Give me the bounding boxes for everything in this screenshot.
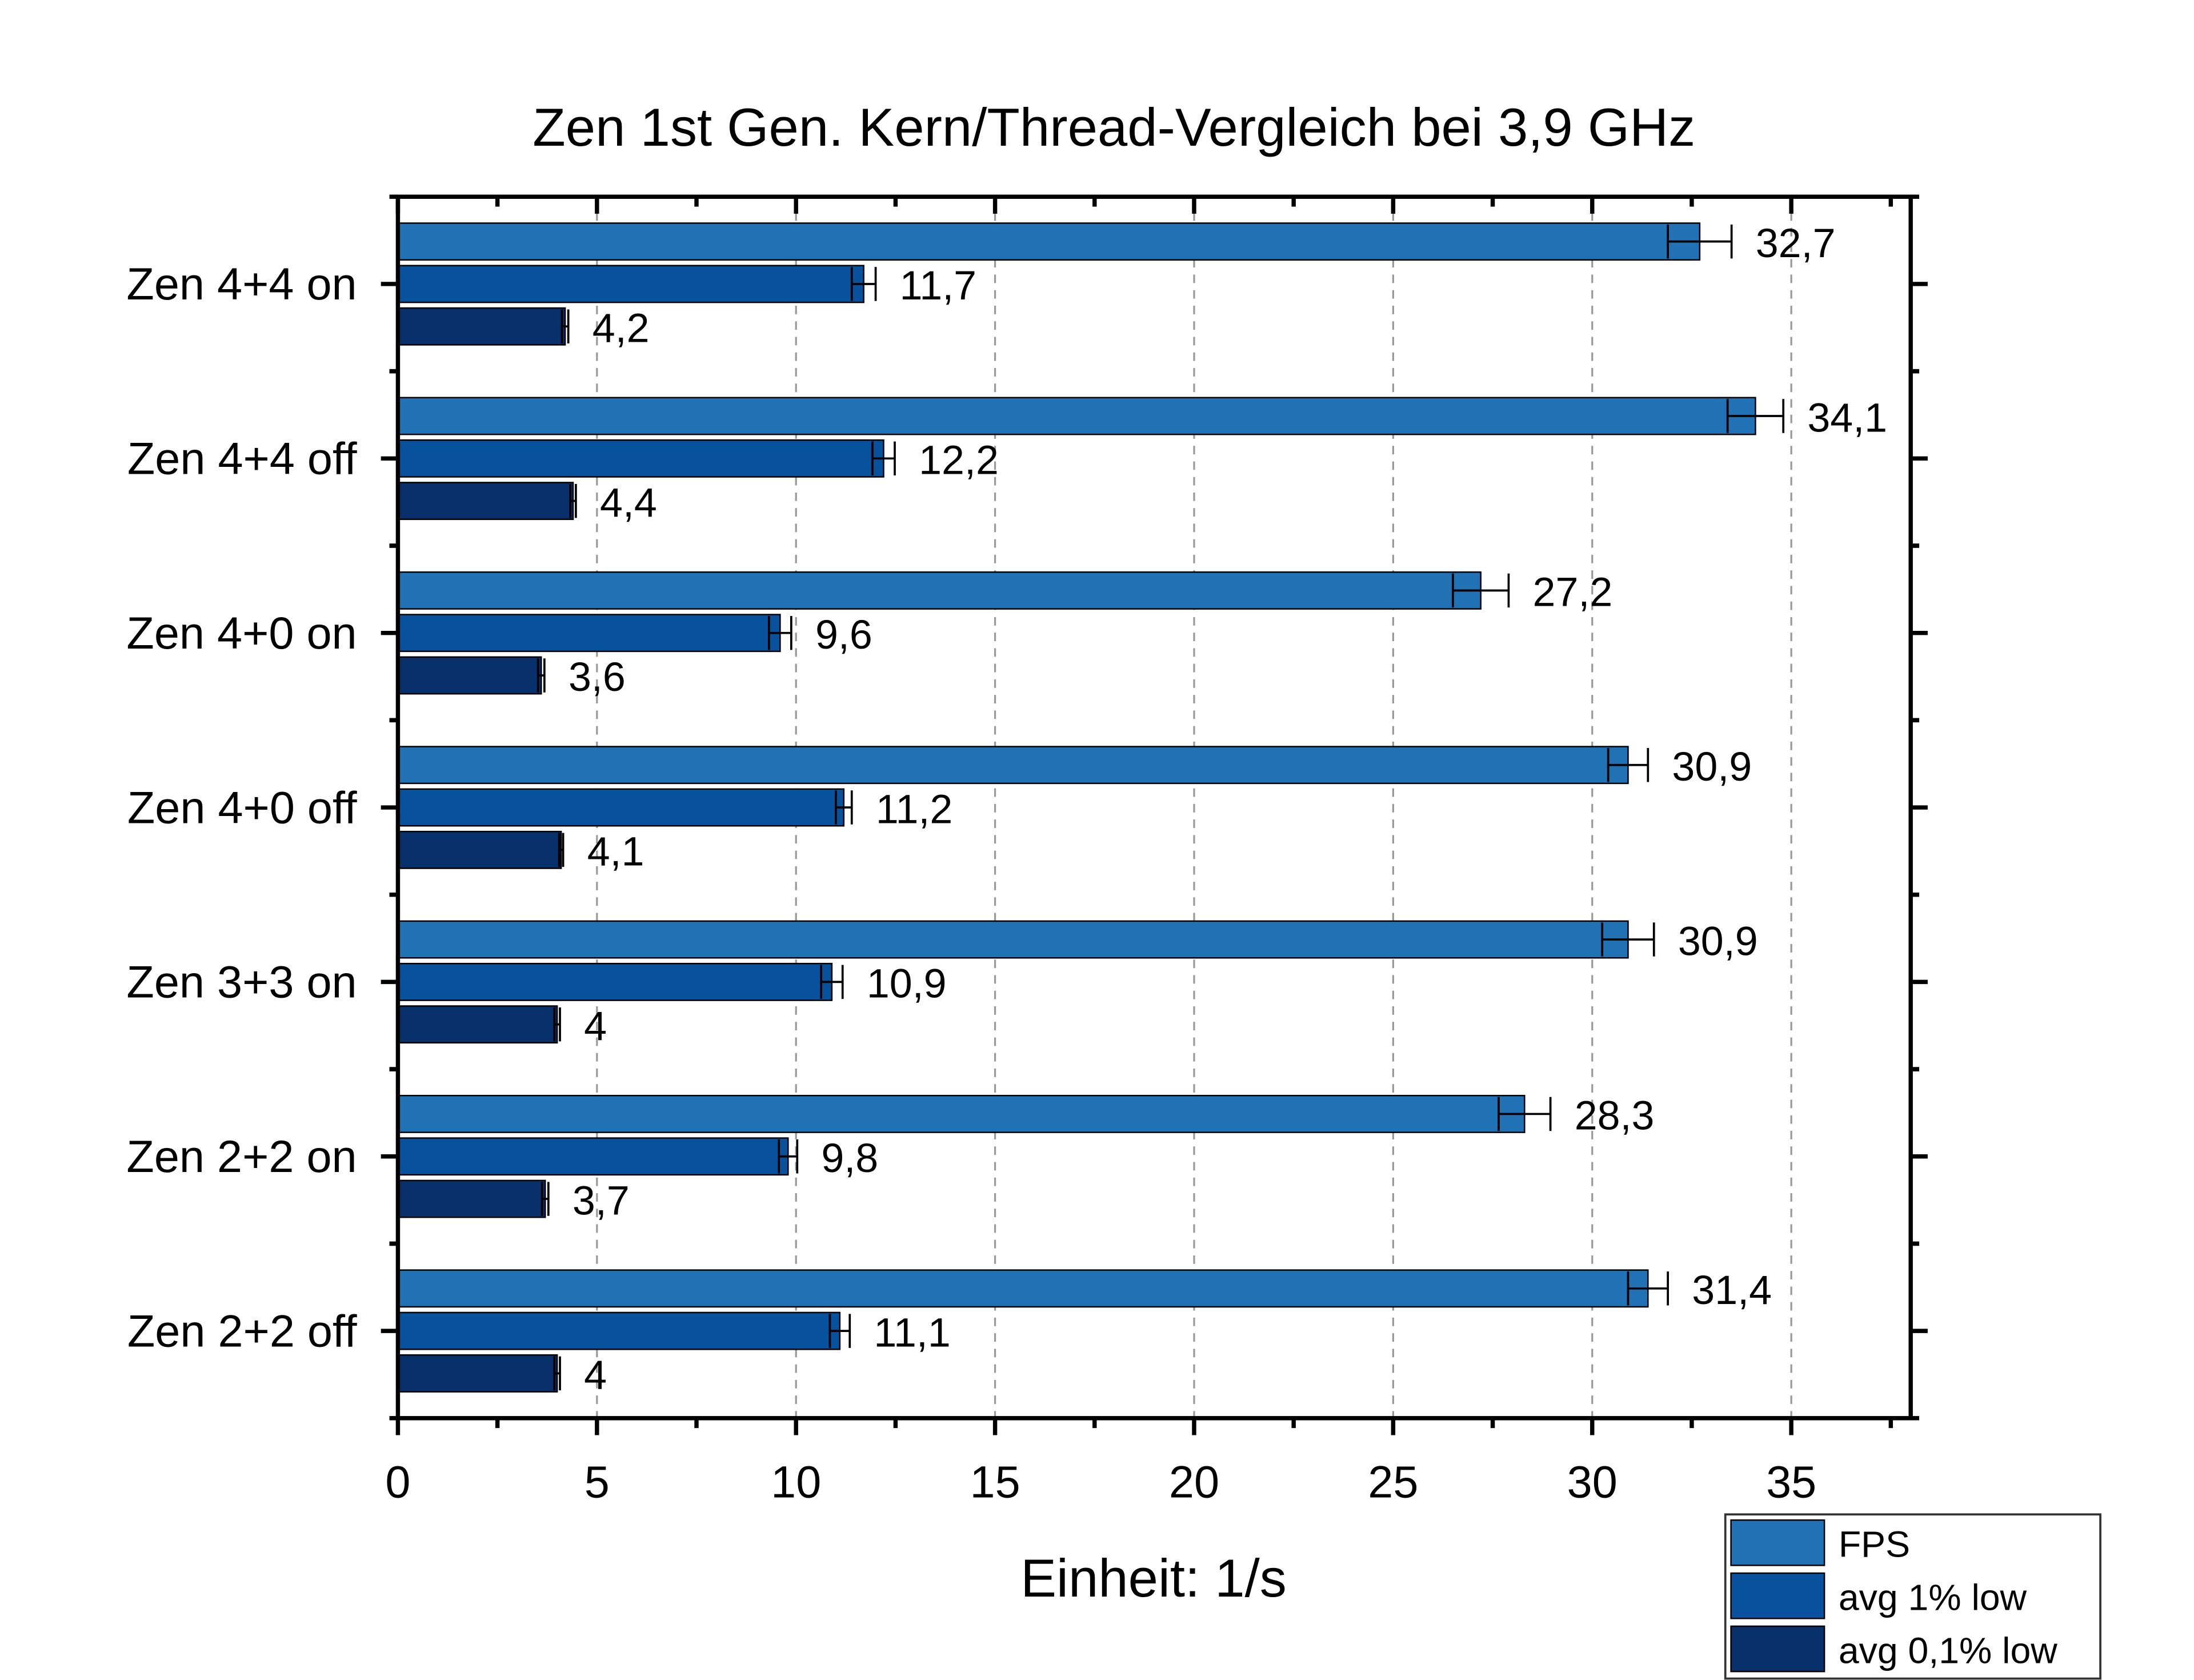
bar xyxy=(397,1269,1649,1308)
bar xyxy=(397,222,1701,261)
data-label: 11,7 xyxy=(900,263,976,309)
data-label: 30,9 xyxy=(1678,918,1758,964)
x-tick-label: 15 xyxy=(970,1456,1020,1507)
y-tick-label: Zen 4+4 on xyxy=(126,258,357,309)
legend: FPS avg 1% low avg 0,1% low xyxy=(1724,1513,2101,1680)
data-label: 4,1 xyxy=(587,829,644,875)
bar xyxy=(397,920,1629,959)
chart-title: Zen 1st Gen. Kern/Thread-Vergleich bei 3… xyxy=(533,97,1695,157)
x-tick-label: 20 xyxy=(1169,1456,1219,1507)
bar xyxy=(397,571,1482,610)
data-label: 3,6 xyxy=(568,654,626,700)
bar xyxy=(397,482,574,521)
data-label: 9,6 xyxy=(815,612,872,658)
legend-swatch xyxy=(1730,1572,1825,1619)
bar xyxy=(397,788,845,827)
y-tick-label: Zen 4+0 on xyxy=(126,607,357,658)
legend-label: FPS xyxy=(1839,1524,1910,1565)
x-tick-label: 10 xyxy=(771,1456,821,1507)
y-tick-label: Zen 3+3 on xyxy=(126,957,357,1007)
legend-label: avg 0,1% low xyxy=(1839,1630,2057,1671)
data-label: 30,9 xyxy=(1672,744,1752,790)
data-label: 11,1 xyxy=(874,1310,950,1355)
legend-label: avg 1% low xyxy=(1839,1577,2027,1618)
data-label: 28,3 xyxy=(1575,1093,1655,1139)
data-label: 4 xyxy=(584,1003,607,1049)
bar xyxy=(397,265,864,303)
legend-swatch xyxy=(1730,1519,1825,1566)
bar xyxy=(397,307,566,346)
bar xyxy=(397,746,1629,785)
data-label: 3,7 xyxy=(572,1178,630,1223)
y-tick-label: Zen 4+4 off xyxy=(127,433,358,484)
data-label: 4 xyxy=(584,1353,607,1398)
y-tick-label: Zen 2+2 on xyxy=(126,1131,357,1182)
plot-frame xyxy=(395,194,1913,1421)
data-label: 34,1 xyxy=(1807,395,1887,441)
x-tick-label: 30 xyxy=(1567,1456,1618,1507)
data-label: 10,9 xyxy=(867,961,947,1007)
bar xyxy=(397,830,562,869)
bar xyxy=(397,1311,841,1350)
bar xyxy=(397,1005,558,1044)
data-label: 12,2 xyxy=(919,438,999,483)
x-axis-label: Einheit: 1/s xyxy=(1020,1548,1287,1608)
data-label: 11,2 xyxy=(876,786,952,832)
data-label: 4,4 xyxy=(600,480,657,526)
bar xyxy=(397,397,1756,435)
data-label: 32,7 xyxy=(1756,221,1836,266)
bar xyxy=(397,1095,1526,1133)
data-label: 4,2 xyxy=(592,306,650,351)
bar xyxy=(397,656,542,695)
axes: Zen 4+4 on Zen 4+4 off Zen 4+0 on Zen 4+0 o… xyxy=(126,194,1928,1507)
bar xyxy=(397,1137,789,1176)
y-tick-label: Zen 4+0 off xyxy=(127,782,358,833)
data-label: 27,2 xyxy=(1533,570,1613,615)
bar xyxy=(397,1179,546,1218)
x-tick-label: 35 xyxy=(1766,1456,1816,1507)
bar xyxy=(397,962,833,1001)
bars: 32,7 11,7 4,2 34,1 12,2 4,4 27,2 9,6 3,6 30,9 11,2… xyxy=(397,221,1887,1398)
x-tick-label: 0 xyxy=(385,1456,410,1507)
x-tick-label: 5 xyxy=(584,1456,610,1507)
bar xyxy=(397,614,781,653)
data-label: 31,4 xyxy=(1692,1267,1772,1313)
legend-swatch xyxy=(1730,1625,1825,1673)
data-label: 9,8 xyxy=(821,1135,878,1181)
bar xyxy=(397,1354,558,1393)
bar xyxy=(397,439,884,478)
y-tick-label: Zen 2+2 off xyxy=(127,1305,358,1356)
x-tick-label: 25 xyxy=(1368,1456,1418,1507)
